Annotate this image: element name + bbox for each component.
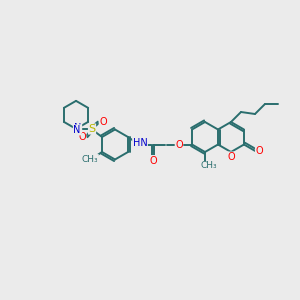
Text: O: O	[175, 140, 183, 149]
Text: O: O	[255, 146, 263, 156]
Text: CH₃: CH₃	[201, 161, 217, 170]
Text: S: S	[88, 124, 96, 134]
Text: CH₃: CH₃	[82, 154, 98, 164]
Text: HN: HN	[133, 139, 147, 148]
Text: O: O	[149, 155, 157, 166]
Text: O: O	[227, 152, 235, 162]
Text: N: N	[74, 123, 82, 133]
Text: N: N	[73, 125, 81, 135]
Text: O: O	[99, 117, 107, 127]
Text: O: O	[78, 132, 86, 142]
